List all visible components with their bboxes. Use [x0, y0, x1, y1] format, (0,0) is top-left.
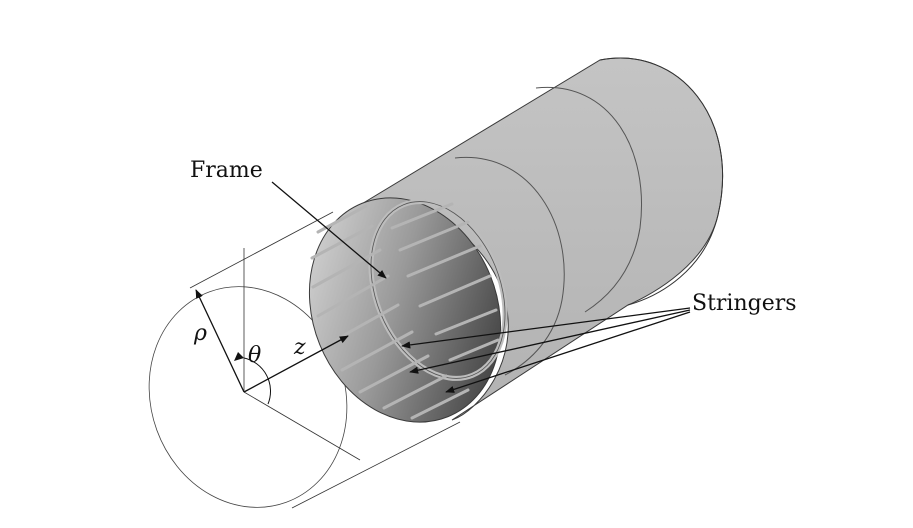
stringer	[434, 308, 498, 336]
stringer	[410, 388, 470, 420]
stringer	[310, 224, 374, 260]
rho-label: ρ	[193, 321, 207, 346]
leader-lines	[271, 181, 691, 393]
shell-end-cap	[599, 57, 723, 306]
stringer	[448, 338, 500, 362]
frame-leader	[271, 181, 387, 279]
wireframe-diagonal-line	[243, 391, 361, 461]
stringer	[382, 374, 448, 410]
coordinate-system	[195, 289, 349, 405]
stringers-leader-2	[409, 309, 691, 374]
stringer	[358, 354, 430, 394]
shell-ring-line-1	[535, 86, 642, 313]
stringers-label: Stringers	[692, 291, 797, 316]
stringer	[418, 274, 492, 308]
frame-label: Frame	[190, 158, 263, 183]
stringer	[406, 244, 482, 278]
stringer	[390, 202, 454, 230]
stringer	[316, 274, 390, 318]
z-label: z	[293, 335, 306, 360]
wireframe-top-edge	[189, 211, 334, 289]
theta-label: θ	[248, 343, 261, 368]
theta-arc	[243, 357, 272, 405]
stringers-leader-3	[445, 311, 691, 393]
stringer	[398, 220, 470, 252]
shell-ring-line-2	[454, 156, 565, 376]
theta-arrow-head	[234, 352, 244, 361]
stringer	[311, 248, 382, 289]
stringers-leader-1	[401, 307, 691, 349]
rho-arrow	[195, 289, 245, 393]
stringer	[340, 330, 414, 372]
z-arrow	[243, 335, 349, 393]
wireframe-bottom-edge	[291, 421, 461, 509]
stringers-group	[310, 202, 500, 420]
